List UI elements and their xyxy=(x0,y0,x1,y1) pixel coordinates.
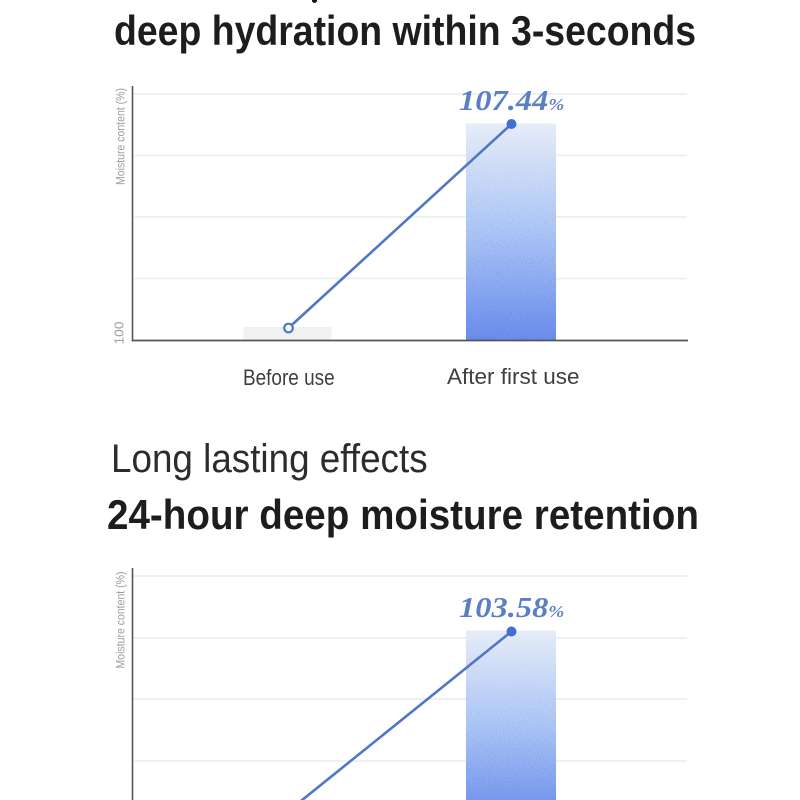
svg-text:Moisture content (%): Moisture content (%) xyxy=(116,571,128,668)
svg-text:Moisture content (%): Moisture content (%) xyxy=(116,88,128,185)
svg-text:100: 100 xyxy=(112,322,127,345)
